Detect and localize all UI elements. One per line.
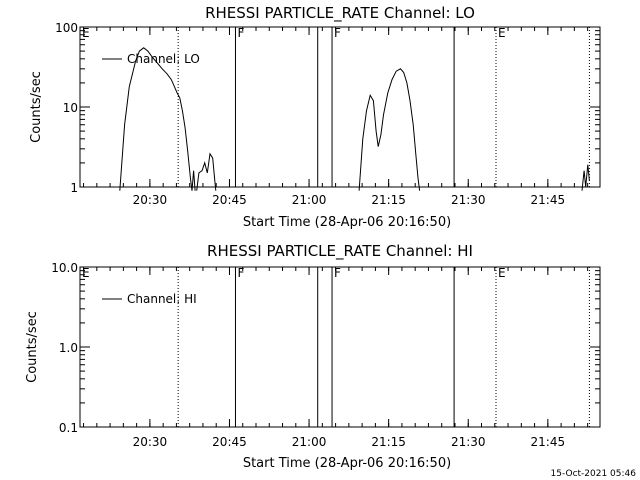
chart-title: RHESSI PARTICLE_RATE Channel: LO	[205, 4, 475, 23]
x-tick-label: 21:15	[371, 193, 406, 207]
y-tick-label: 1	[70, 181, 78, 195]
event-marker-label: F	[237, 266, 244, 280]
series-line	[119, 47, 193, 191]
legend-label: Channel: LO	[127, 52, 200, 66]
x-tick-label: 21:45	[531, 193, 566, 207]
x-tick-label: 21:00	[292, 435, 327, 449]
x-tick-label: 21:00	[292, 193, 327, 207]
x-tick-label: 20:30	[133, 435, 168, 449]
event-marker-label: E	[82, 266, 90, 280]
x-tick-label: 21:30	[451, 435, 486, 449]
x-tick-label: 21:30	[451, 193, 486, 207]
event-marker-label: E	[498, 266, 506, 280]
y-axis-label: Counts/sec	[29, 71, 44, 143]
y-axis-label: Counts/sec	[25, 311, 40, 383]
series-line	[358, 68, 421, 191]
x-axis-label: Start Time (28-Apr-06 20:16:50)	[243, 215, 451, 230]
panel-lo-channel: RHESSI PARTICLE_RATE Channel: LO Start Ti…	[29, 4, 601, 230]
legend-label: Channel: HI	[127, 292, 197, 306]
panel-hi-channel: RHESSI PARTICLE_RATE Channel: HI Start Ti…	[25, 242, 601, 471]
x-tick-label: 21:45	[531, 435, 566, 449]
y-tick-label: 100	[55, 21, 78, 35]
x-axis-label: Start Time (28-Apr-06 20:16:50)	[243, 456, 451, 471]
x-tick-label: 20:45	[212, 193, 247, 207]
y-tick-label: 10	[63, 101, 78, 115]
x-tick-label: 21:15	[371, 435, 406, 449]
series-line	[196, 152, 217, 191]
event-marker-label: E	[498, 26, 506, 40]
x-tick-label: 20:45	[212, 435, 247, 449]
event-marker-label: F	[334, 26, 341, 40]
event-marker-label: E	[82, 26, 90, 40]
y-tick-label: 1.0	[59, 341, 78, 355]
chart-title: RHESSI PARTICLE_RATE Channel: HI	[207, 242, 473, 261]
x-tick-label: 20:30	[133, 193, 168, 207]
event-marker-label: F	[334, 266, 341, 280]
plot-frame	[79, 26, 601, 188]
footer-timestamp: 15-Oct-2021 05:46	[551, 469, 637, 479]
y-tick-label: 0.1	[59, 421, 78, 435]
series-line	[581, 164, 590, 191]
y-tick-label: 10.0	[51, 261, 78, 275]
series-line	[191, 170, 196, 191]
plot-frame	[79, 266, 601, 428]
event-marker-label: F	[237, 26, 244, 40]
